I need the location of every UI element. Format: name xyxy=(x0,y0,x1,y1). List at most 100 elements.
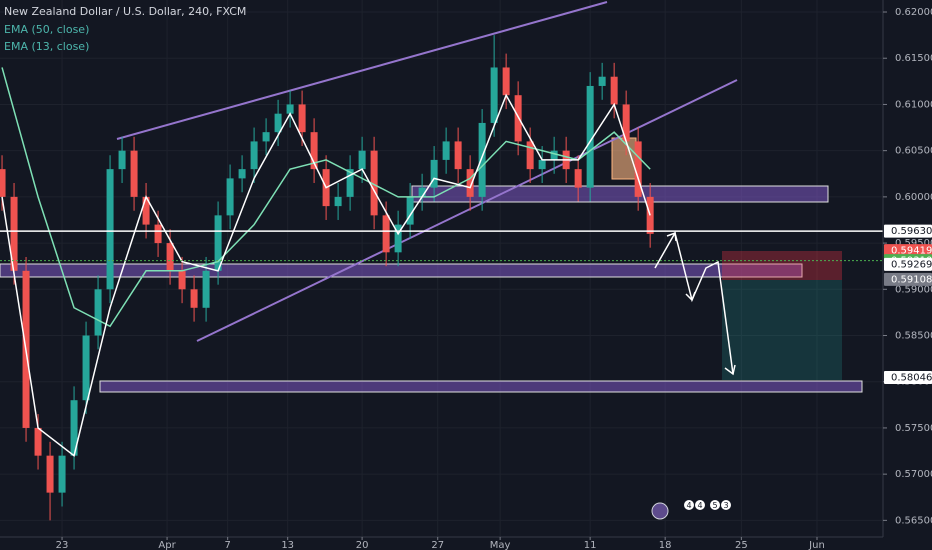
x-tick-label: Jun xyxy=(808,540,825,550)
y-tick-label: 0.62000 xyxy=(895,7,932,18)
projection-arrow xyxy=(654,231,734,375)
zone xyxy=(99,380,863,393)
candle-body xyxy=(178,270,186,290)
candle-body xyxy=(442,141,450,160)
price-tag xyxy=(884,257,932,271)
candle-body xyxy=(610,76,618,105)
candle-body xyxy=(454,141,462,170)
event-icon[interactable] xyxy=(651,502,669,520)
candle-body xyxy=(382,215,390,253)
x-tick-label: 23 xyxy=(56,540,69,550)
price-tag-label: 0.59269 xyxy=(891,259,932,270)
x-tick-label: 25 xyxy=(735,540,748,550)
candle-body xyxy=(310,132,318,170)
candle-body xyxy=(406,196,414,225)
candle-body xyxy=(0,169,6,197)
zone xyxy=(0,263,803,278)
arrow-head xyxy=(666,231,677,242)
x-tick-label: 27 xyxy=(431,540,444,550)
candle-body xyxy=(94,289,102,336)
ema-line xyxy=(1,67,651,328)
candle-body xyxy=(430,159,438,188)
candle-body xyxy=(334,196,342,207)
candle-body xyxy=(418,187,426,197)
arrow-head xyxy=(724,364,736,376)
trend-line xyxy=(116,1,608,140)
candle-body xyxy=(166,243,174,271)
x-tick-label: 11 xyxy=(584,540,597,550)
event-badge xyxy=(720,499,732,511)
candle-body xyxy=(526,141,534,170)
candle-body xyxy=(142,196,150,225)
candle-body xyxy=(358,150,366,170)
candle-body xyxy=(34,427,42,456)
candle-body xyxy=(466,169,474,197)
price-tag-label: 0.58046 xyxy=(891,372,932,383)
candle-body xyxy=(586,85,594,188)
event-badge-label: 3 xyxy=(723,501,728,510)
event-badge-label: 5 xyxy=(712,501,717,510)
candle-body xyxy=(46,455,54,493)
trend-line xyxy=(196,79,738,342)
candle-body xyxy=(82,335,90,401)
legend-entry: EMA (50, close) xyxy=(4,23,89,36)
x-tick-label: 18 xyxy=(659,540,672,550)
price-tag xyxy=(884,224,932,238)
x-tick-label: 20 xyxy=(356,540,369,550)
candle-body xyxy=(70,400,78,456)
zone xyxy=(411,185,829,203)
candle-body xyxy=(346,169,354,197)
candle-body xyxy=(58,455,66,493)
candle-body xyxy=(274,113,282,133)
candle-body xyxy=(502,67,510,96)
candle-body xyxy=(118,150,126,170)
x-tick-label: 13 xyxy=(281,540,294,550)
candle-body xyxy=(10,196,18,271)
candle-body xyxy=(286,104,294,114)
x-tick-label: 7 xyxy=(224,540,230,550)
candle-body xyxy=(394,224,402,253)
chart-title: New Zealand Dollar / U.S. Dollar, 240, F… xyxy=(4,5,246,18)
candle-body xyxy=(106,169,114,290)
candle-body xyxy=(154,224,162,244)
price-tag xyxy=(884,272,932,286)
candle-body xyxy=(226,178,234,216)
event-badge-label: 4 xyxy=(697,501,702,510)
candle-body xyxy=(622,104,630,142)
candle-body xyxy=(490,67,498,123)
candles xyxy=(0,35,883,521)
candle-body xyxy=(538,159,546,170)
candle-body xyxy=(202,270,210,308)
candle-body xyxy=(598,76,606,86)
price-tag xyxy=(884,370,932,384)
price-tag-label: 0.59630 xyxy=(891,226,932,237)
candle-body xyxy=(214,215,222,271)
ema-line xyxy=(1,93,651,457)
price-tag xyxy=(884,244,932,258)
x-tick-label: May xyxy=(490,540,511,550)
target-zone xyxy=(722,280,842,380)
candle-body xyxy=(550,150,558,160)
candle-body xyxy=(190,289,198,308)
price-tag-label: 0.59419 xyxy=(891,246,932,257)
event-badge-label: 4 xyxy=(686,501,691,510)
candle-body xyxy=(238,169,246,179)
arrow-head xyxy=(685,291,696,302)
candle-body xyxy=(370,150,378,216)
candle-body xyxy=(574,169,582,188)
candle-body xyxy=(478,122,486,197)
candle-body xyxy=(250,141,258,170)
candle-body xyxy=(634,141,642,197)
candle-body xyxy=(130,150,138,197)
legend-entry: EMA (13, close) xyxy=(4,40,89,53)
